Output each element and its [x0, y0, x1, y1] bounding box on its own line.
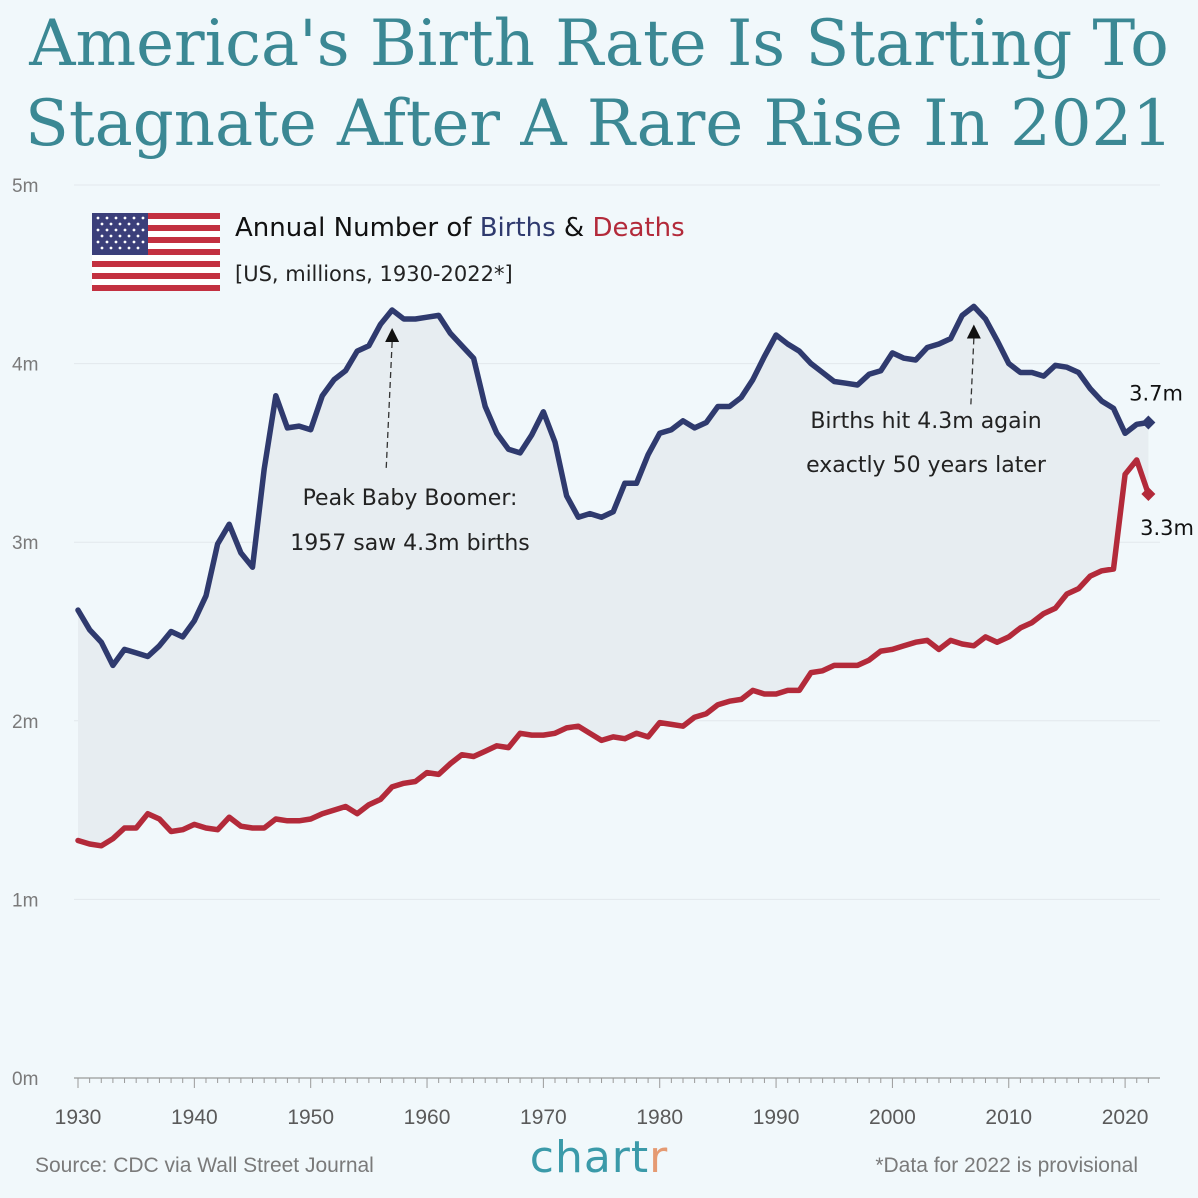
annotation-arrowhead: [966, 324, 981, 339]
us-flag-icon: [92, 213, 220, 295]
end-label-deaths: 3.3m: [1140, 516, 1194, 540]
legend-deaths: Deaths: [592, 213, 685, 243]
legend-amp: &: [555, 213, 593, 243]
x-tick-label: 1960: [404, 1106, 451, 1129]
x-tick-label: 1980: [636, 1106, 683, 1129]
source-note: Source: CDC via Wall Street Journal: [35, 1154, 374, 1177]
brand-logo: chartr: [0, 1132, 1198, 1183]
x-tick-label: 2010: [985, 1106, 1032, 1129]
y-tick-label: 3m: [12, 533, 38, 554]
annotation-arrowhead: [385, 328, 400, 343]
legend-births: Births: [479, 213, 556, 243]
annotation-text-line2: exactly 50 years later: [806, 453, 1047, 478]
x-tick-label: 1940: [171, 1106, 218, 1129]
births-deaths-gap-area: [78, 306, 1149, 846]
annotation-pointer: [385, 341, 393, 471]
annotation-text-line1: Births hit 4.3m again: [810, 409, 1041, 434]
x-tick-label: 2000: [869, 1106, 916, 1129]
legend-title: Annual Number of Births & Deaths: [235, 213, 685, 243]
x-tick-label: 1990: [753, 1106, 800, 1129]
legend-subtitle: [US, millions, 1930-2022*]: [235, 262, 513, 286]
title-line-2: Stagnate After A Rare Rise In 2021: [25, 87, 1173, 161]
legend-prefix: Annual Number of: [235, 213, 480, 243]
x-tick-label: 2020: [1102, 1106, 1149, 1129]
x-tick-label: 1930: [55, 1106, 102, 1129]
brand-end: r: [649, 1132, 669, 1183]
annotation-text-line1: Peak Baby Boomer:: [303, 486, 518, 511]
x-tick-label: 1970: [520, 1106, 567, 1129]
annotation-text-line2: 1957 saw 4.3m births: [290, 531, 529, 556]
end-marker-births: [1141, 415, 1156, 430]
y-tick-label: 0m: [12, 1069, 38, 1090]
series-line-births: [75, 303, 1152, 669]
x-tick-label: 1950: [287, 1106, 334, 1129]
end-label-births: 3.7m: [1129, 382, 1183, 406]
brand-main: chart: [529, 1132, 650, 1183]
y-tick-label: 5m: [12, 176, 38, 197]
provisional-note: *Data for 2022 is provisional: [875, 1154, 1138, 1177]
end-marker-deaths: [1141, 486, 1156, 501]
title-line-1: America's Birth Rate Is Starting To: [29, 7, 1169, 81]
annotation-pointer: [970, 338, 975, 406]
y-tick-label: 4m: [12, 355, 38, 376]
page-title: America's Birth Rate Is Starting To Stag…: [0, 4, 1198, 164]
series-line-deaths: [75, 457, 1152, 849]
y-tick-label: 2m: [12, 712, 38, 733]
y-tick-label: 1m: [12, 890, 38, 911]
